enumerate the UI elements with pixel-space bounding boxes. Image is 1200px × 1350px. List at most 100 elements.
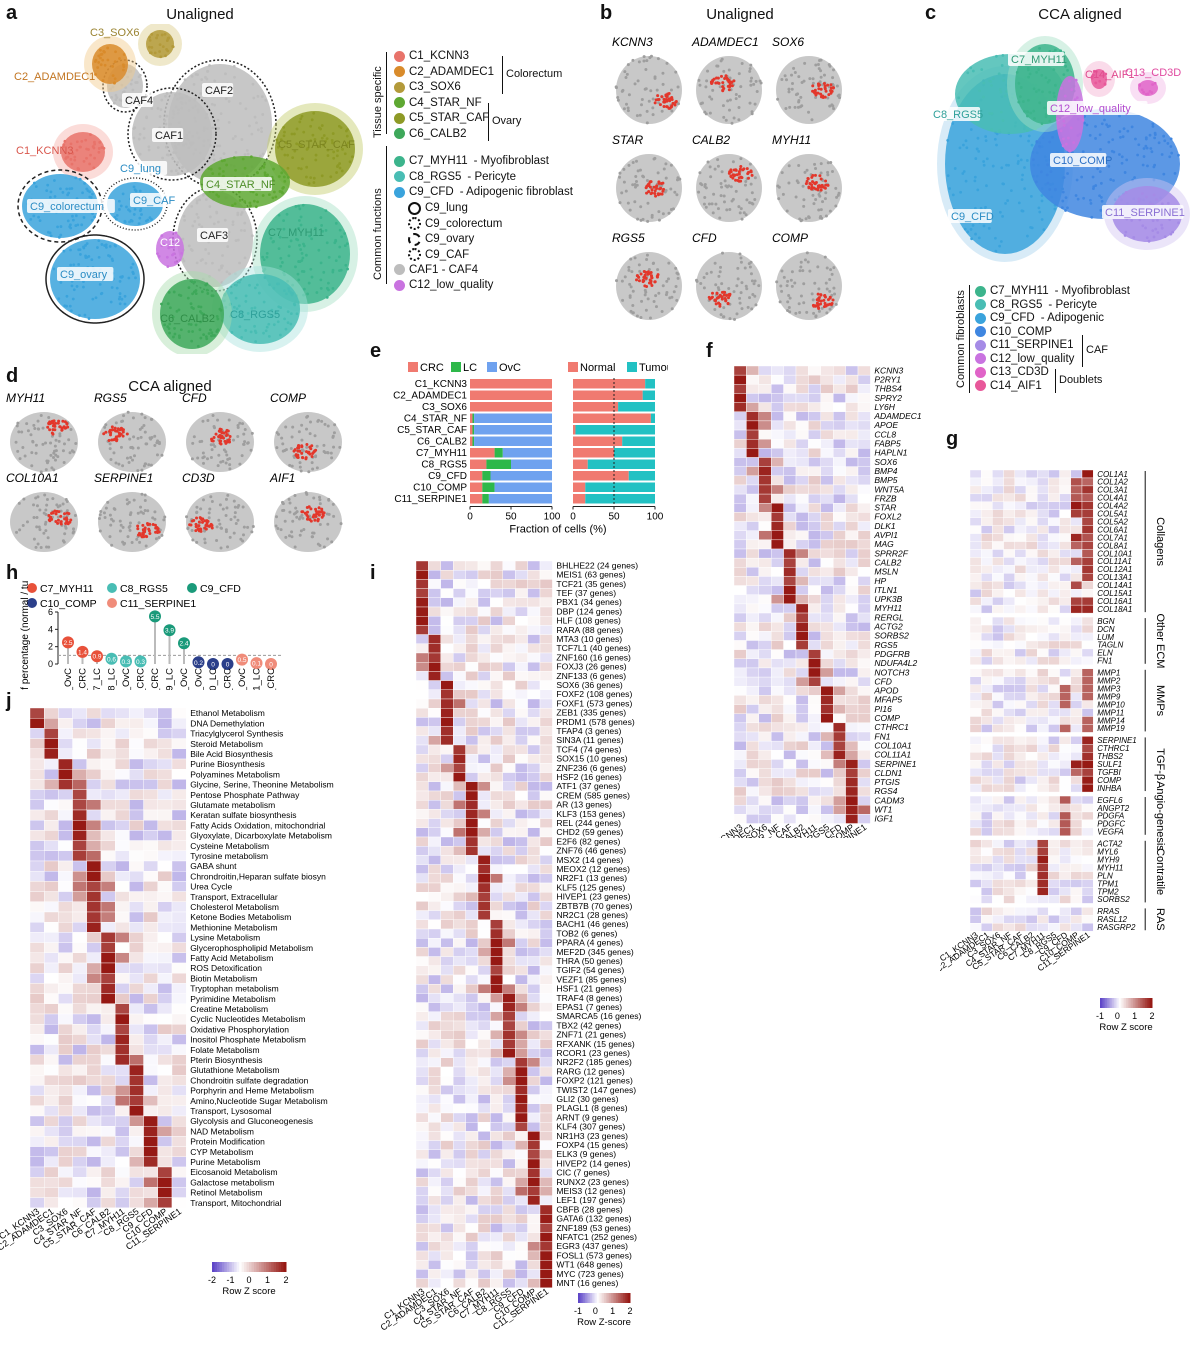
heatmap-cell (440, 1158, 454, 1169)
heatmap-cell (114, 819, 130, 831)
heatmap-cell (539, 1149, 553, 1160)
heatmap-cell (440, 643, 454, 654)
heatmap-cell (1059, 668, 1071, 677)
heatmap-cell (1081, 557, 1094, 566)
heatmap-cell (733, 475, 747, 486)
heatmap-cell (733, 429, 747, 440)
row-label: COL4A2 (1097, 502, 1128, 511)
heatmap-cell (1059, 803, 1071, 813)
heatmap-cell (58, 1064, 73, 1076)
heatmap-cell (1025, 640, 1038, 650)
heatmap-cell (1036, 879, 1049, 888)
heatmap-cell (746, 622, 760, 632)
colorbar-tick: 0 (1115, 1011, 1120, 1021)
heatmap-cell (1048, 716, 1060, 725)
label-c9-lung: C9_lung (120, 163, 161, 175)
colorbar-segment (1126, 998, 1129, 1008)
colorbar-segment (268, 1262, 272, 1272)
heatmap-cell (129, 1177, 144, 1188)
row-label: Porphyrin and Heme Metabolism (190, 1086, 314, 1096)
heatmap-cell (733, 466, 747, 477)
colorbar-segment (241, 1262, 245, 1272)
bar-crc (470, 494, 483, 504)
heatmap-cell (477, 901, 491, 911)
heatmap-cell (820, 548, 834, 559)
heatmap-cell (490, 1250, 504, 1261)
heatmap-cell (733, 640, 747, 650)
heatmap-cell (415, 1103, 429, 1114)
heatmap-cell (808, 512, 822, 522)
heatmap-cell (502, 569, 516, 580)
heatmap-cell (1025, 596, 1038, 606)
heatmap-cell (1014, 775, 1027, 785)
heatmap-cell (440, 763, 454, 773)
heatmap-cell (1003, 863, 1015, 872)
row-label: ADAMDEC1 (873, 411, 922, 421)
colorbar-segment (253, 1262, 257, 1272)
heatmap-cell (1036, 887, 1049, 896)
heatmap-cell (440, 698, 454, 709)
heatmap-cell (143, 1146, 159, 1158)
bar-normal (573, 494, 586, 504)
heatmap-cell (514, 1278, 528, 1288)
heatmap-cell (440, 652, 454, 663)
heatmap-cell (502, 1103, 516, 1114)
heatmap-cell (527, 680, 541, 690)
heatmap-cell (114, 1075, 130, 1086)
point-value-label: 0.9 (92, 654, 101, 661)
heatmap-cell (452, 1048, 466, 1059)
heatmap-cell (527, 901, 541, 911)
heatmap-cell (1081, 887, 1094, 896)
heatmap-cell (758, 667, 772, 678)
heatmap-cell (428, 1112, 442, 1123)
heatmap-cell (1003, 573, 1015, 582)
heatmap-cell (1014, 907, 1027, 916)
heatmap-cell (969, 907, 982, 916)
row-label: MMP14 (1097, 716, 1125, 725)
group-label: Contratile (1154, 848, 1166, 895)
heatmap-cell (770, 695, 784, 705)
heatmap-cell (58, 993, 73, 1005)
heatmap-cell (539, 1177, 553, 1187)
heatmap-cell (428, 671, 442, 681)
heatmap-cell (452, 1057, 466, 1068)
heatmap-cell (157, 1003, 173, 1015)
heatmap-cell (29, 952, 45, 964)
heatmap-cell (795, 594, 809, 605)
heatmap-cell (845, 622, 859, 632)
heatmap-cell (477, 579, 491, 589)
heatmap-cell (1048, 827, 1060, 837)
heatmap-cell (1014, 493, 1027, 503)
heatmap-cell (514, 1149, 528, 1160)
heatmap-cell (795, 667, 809, 678)
heatmap-cell (1003, 549, 1015, 558)
heatmap-cell (100, 870, 116, 882)
heatmap-cell (29, 962, 45, 974)
heatmap-cell (490, 1177, 504, 1187)
heatmap-cell (808, 567, 822, 577)
heatmap-cell (1014, 485, 1027, 495)
heatmap-cell (1070, 668, 1083, 677)
heatmap-cell (527, 781, 541, 792)
heatmap-cell (477, 717, 491, 727)
heatmap-cell (733, 594, 747, 605)
heatmap-cell (452, 1085, 466, 1095)
heatmap-cell (100, 1136, 116, 1147)
heatmap-cell (845, 484, 859, 495)
heatmap-cell (1003, 923, 1015, 932)
heatmap-cell (428, 597, 442, 608)
heatmap-cell (539, 753, 553, 764)
heatmap-cell (114, 789, 130, 800)
heatmap-cell (527, 1030, 541, 1040)
heatmap-cell (857, 374, 871, 385)
heatmap-cell (1014, 632, 1027, 642)
heatmap-cell (1048, 887, 1060, 896)
heatmap-cell (845, 438, 859, 449)
heatmap-cell (1014, 744, 1027, 753)
heatmap-cell (746, 576, 760, 586)
heatmap-cell (992, 477, 1004, 487)
heatmap-cell (415, 1223, 429, 1233)
heatmap-cell (758, 768, 772, 778)
heatmap-cell (29, 789, 45, 800)
heatmap-cell (1081, 616, 1094, 626)
